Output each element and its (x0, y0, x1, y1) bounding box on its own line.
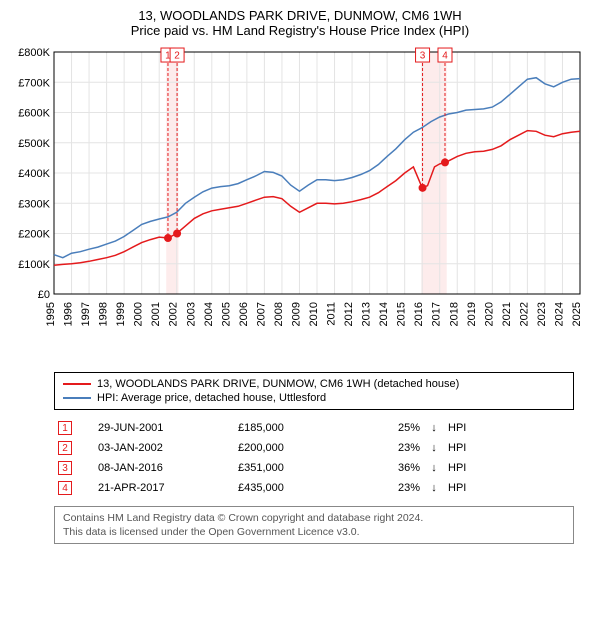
x-tick-label: 2023 (536, 302, 548, 326)
sales-table: 1 29-JUN-2001£185,00025% ↓ HPI 2 03-JAN-2002£… (54, 418, 574, 498)
y-tick-label: £400K (18, 168, 50, 180)
x-tick-label: 2024 (553, 302, 565, 326)
y-tick-label: £800K (18, 47, 50, 59)
y-tick-label: £0 (38, 289, 50, 301)
y-tick-label: £300K (18, 198, 50, 210)
x-tick-label: 2003 (185, 302, 197, 326)
sale-date: 08-JAN-2016 (94, 458, 234, 478)
sale-point (441, 158, 449, 166)
y-tick-label: £600K (18, 108, 50, 120)
legend-label: 13, WOODLANDS PARK DRIVE, DUNMOW, CM6 1W… (97, 378, 459, 390)
sale-price: £200,000 (234, 438, 354, 458)
x-tick-label: 2020 (483, 302, 495, 326)
sale-marker-icon: 1 (58, 421, 72, 435)
x-tick-label: 2025 (571, 302, 583, 326)
sale-ref: HPI (444, 458, 574, 478)
sale-marker-icon: 2 (58, 441, 72, 455)
footer-attribution: Contains HM Land Registry data © Crown c… (54, 506, 574, 544)
sale-marker-number: 4 (442, 51, 448, 62)
sale-point (419, 184, 427, 192)
x-tick-label: 2005 (220, 302, 232, 326)
chart-area: £0 £100K £200K £300K £400K £500K £600K £700K £80… (10, 44, 590, 364)
y-tick-label: £200K (18, 229, 50, 241)
sale-point (173, 230, 181, 238)
down-arrow-icon: ↓ (431, 462, 437, 474)
legend-item: 13, WOODLANDS PARK DRIVE, DUNMOW, CM6 1W… (63, 377, 565, 391)
x-tick-label: 2004 (203, 302, 215, 326)
x-tick-label: 2011 (326, 302, 338, 326)
down-arrow-icon: ↓ (431, 422, 437, 434)
table-row: 2 03-JAN-2002£200,00023% ↓ HPI (54, 438, 574, 458)
legend-label: HPI: Average price, detached house, Uttl… (97, 392, 326, 404)
title-line-2: Price paid vs. HM Land Registry's House … (10, 23, 590, 38)
x-tick-label: 2021 (501, 302, 513, 326)
x-tick-label: 2018 (448, 302, 460, 326)
sale-point (164, 234, 172, 242)
sale-price: £351,000 (234, 458, 354, 478)
x-tick-label: 2014 (378, 302, 390, 326)
x-tick-label: 1996 (63, 302, 75, 326)
sale-delta: 36% (354, 458, 424, 478)
x-tick-label: 2016 (413, 302, 425, 326)
footer-line-1: Contains HM Land Registry data © Crown c… (63, 511, 565, 525)
down-arrow-icon: ↓ (431, 442, 437, 454)
x-tick-label: 2015 (396, 302, 408, 326)
sale-date: 03-JAN-2002 (94, 438, 234, 458)
sale-marker-icon: 3 (58, 461, 72, 475)
legend-swatch (63, 383, 91, 385)
y-tick-label: £500K (18, 138, 50, 150)
table-row: 1 29-JUN-2001£185,00025% ↓ HPI (54, 418, 574, 438)
legend: 13, WOODLANDS PARK DRIVE, DUNMOW, CM6 1W… (54, 372, 574, 410)
x-tick-label: 2012 (343, 302, 355, 326)
x-tick-label: 1999 (115, 302, 127, 326)
down-arrow-icon: ↓ (431, 482, 437, 494)
footer-line-2: This data is licensed under the Open Gov… (63, 525, 565, 539)
legend-item: HPI: Average price, detached house, Uttl… (63, 391, 565, 405)
sale-date: 21-APR-2017 (94, 478, 234, 498)
title-line-1: 13, WOODLANDS PARK DRIVE, DUNMOW, CM6 1W… (10, 8, 590, 23)
x-tick-label: 2009 (290, 302, 302, 326)
sale-marker-number: 2 (174, 51, 180, 62)
sale-ref: HPI (444, 438, 574, 458)
sale-ref: HPI (444, 478, 574, 498)
x-tick-label: 2022 (518, 302, 530, 326)
y-tick-label: £700K (18, 77, 50, 89)
sale-price: £435,000 (234, 478, 354, 498)
chart-container: 13, WOODLANDS PARK DRIVE, DUNMOW, CM6 1W… (0, 0, 600, 554)
sale-delta: 23% (354, 478, 424, 498)
sale-date: 29-JUN-2001 (94, 418, 234, 438)
table-row: 3 08-JAN-2016£351,00036% ↓ HPI (54, 458, 574, 478)
x-tick-label: 2017 (431, 302, 443, 326)
line-chart-svg: £0 £100K £200K £300K £400K £500K £600K £700K £80… (10, 44, 590, 364)
sale-price: £185,000 (234, 418, 354, 438)
legend-swatch (63, 397, 91, 399)
sale-delta: 25% (354, 418, 424, 438)
x-tick-label: 1997 (80, 302, 92, 326)
sale-ref: HPI (444, 418, 574, 438)
x-tick-label: 2019 (466, 302, 478, 326)
x-tick-label: 2013 (361, 302, 373, 326)
sale-marker-number: 3 (420, 51, 426, 62)
sale-delta: 23% (354, 438, 424, 458)
x-tick-label: 2010 (308, 302, 320, 326)
table-row: 4 21-APR-2017£435,00023% ↓ HPI (54, 478, 574, 498)
x-tick-label: 2006 (238, 302, 250, 326)
x-tick-label: 2001 (150, 302, 162, 326)
x-tick-label: 1998 (98, 302, 110, 326)
x-tick-label: 2007 (255, 302, 267, 326)
x-tick-label: 2008 (273, 302, 285, 326)
sale-marker-icon: 4 (58, 481, 72, 495)
x-tick-label: 1995 (45, 302, 57, 326)
y-tick-label: £100K (18, 259, 50, 271)
x-tick-label: 2002 (168, 302, 180, 326)
x-tick-label: 2000 (133, 302, 145, 326)
